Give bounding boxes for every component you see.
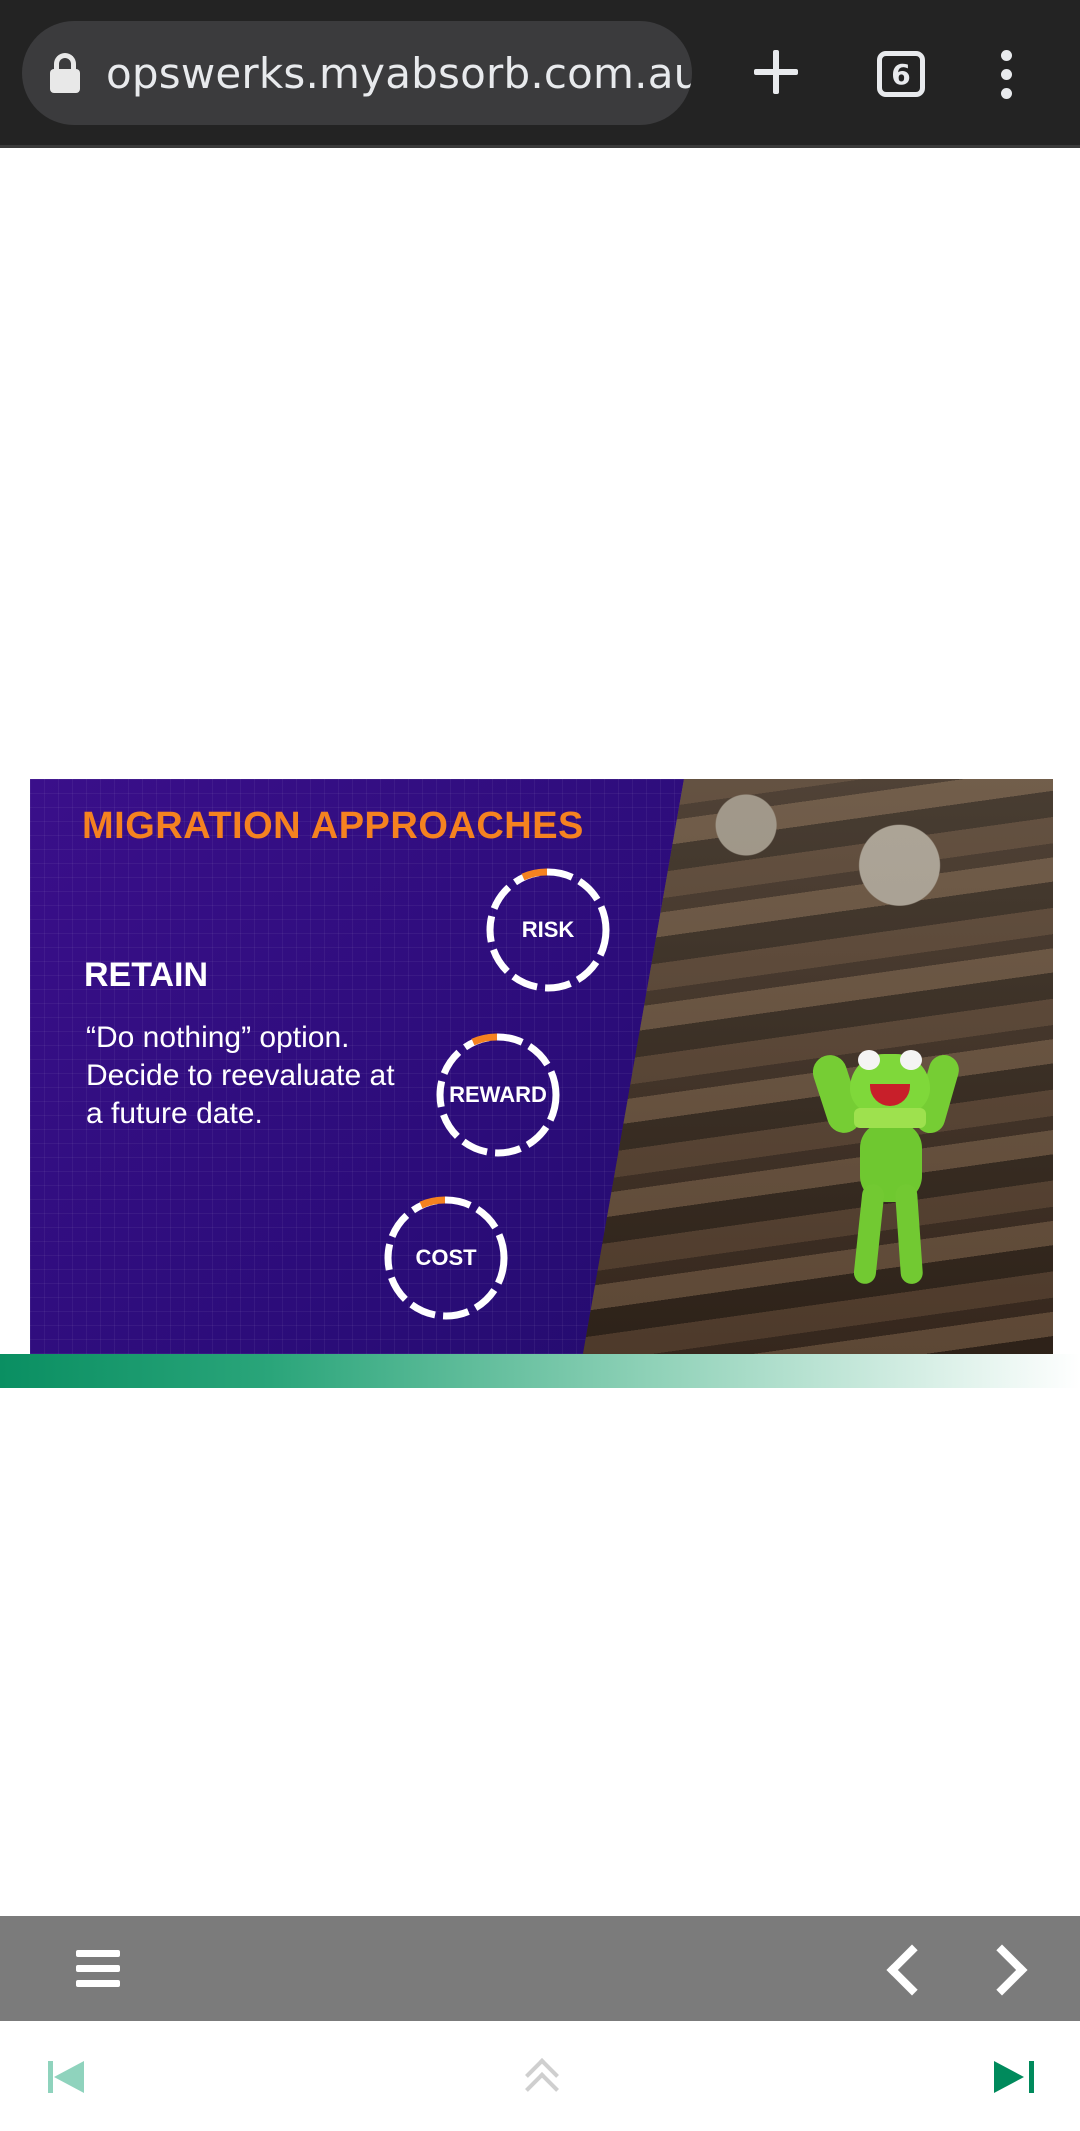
hamburger-menu-icon[interactable] — [76, 1950, 120, 1988]
more-vert-icon[interactable] — [992, 50, 1022, 100]
chevron-up-double-icon[interactable] — [522, 2057, 562, 2106]
tab-count: 6 — [891, 57, 911, 91]
tab-switcher-button[interactable]: 6 — [877, 51, 925, 97]
url-text[interactable]: opswerks.myabsorb.com.au — [106, 48, 692, 98]
risk-dial: RISK — [483, 865, 613, 995]
risk-label: RISK — [521, 917, 575, 942]
cost-label: COST — [415, 1245, 477, 1270]
frog-figure-image — [808, 1044, 963, 1294]
lock-icon[interactable] — [48, 53, 82, 93]
skip-first-icon[interactable] — [48, 2061, 88, 2093]
slide-progress-strip — [0, 1354, 1080, 1388]
player-toolbar — [0, 1916, 1080, 2021]
slide-heading: RETAIN — [84, 956, 209, 994]
course-slide: MIGRATION APPROACHES RETAIN “Do nothing”… — [30, 779, 1053, 1354]
address-bar[interactable]: opswerks.myabsorb.com.au — [22, 21, 692, 125]
new-tab-button[interactable] — [752, 48, 800, 96]
reward-dial: REWARD — [433, 1030, 563, 1160]
previous-slide-button[interactable] — [882, 1946, 926, 1990]
next-slide-button[interactable] — [982, 1946, 1026, 1990]
browser-toolbar: opswerks.myabsorb.com.au 6 — [0, 0, 1080, 148]
slide-title: MIGRATION APPROACHES — [82, 805, 584, 847]
reward-label: REWARD — [449, 1082, 547, 1107]
lesson-navigation — [0, 2021, 1080, 2131]
cost-dial: COST — [381, 1193, 511, 1323]
skip-last-icon[interactable] — [994, 2061, 1034, 2093]
slide-body-text: “Do nothing” option. Decide to reevaluat… — [86, 1021, 395, 1130]
